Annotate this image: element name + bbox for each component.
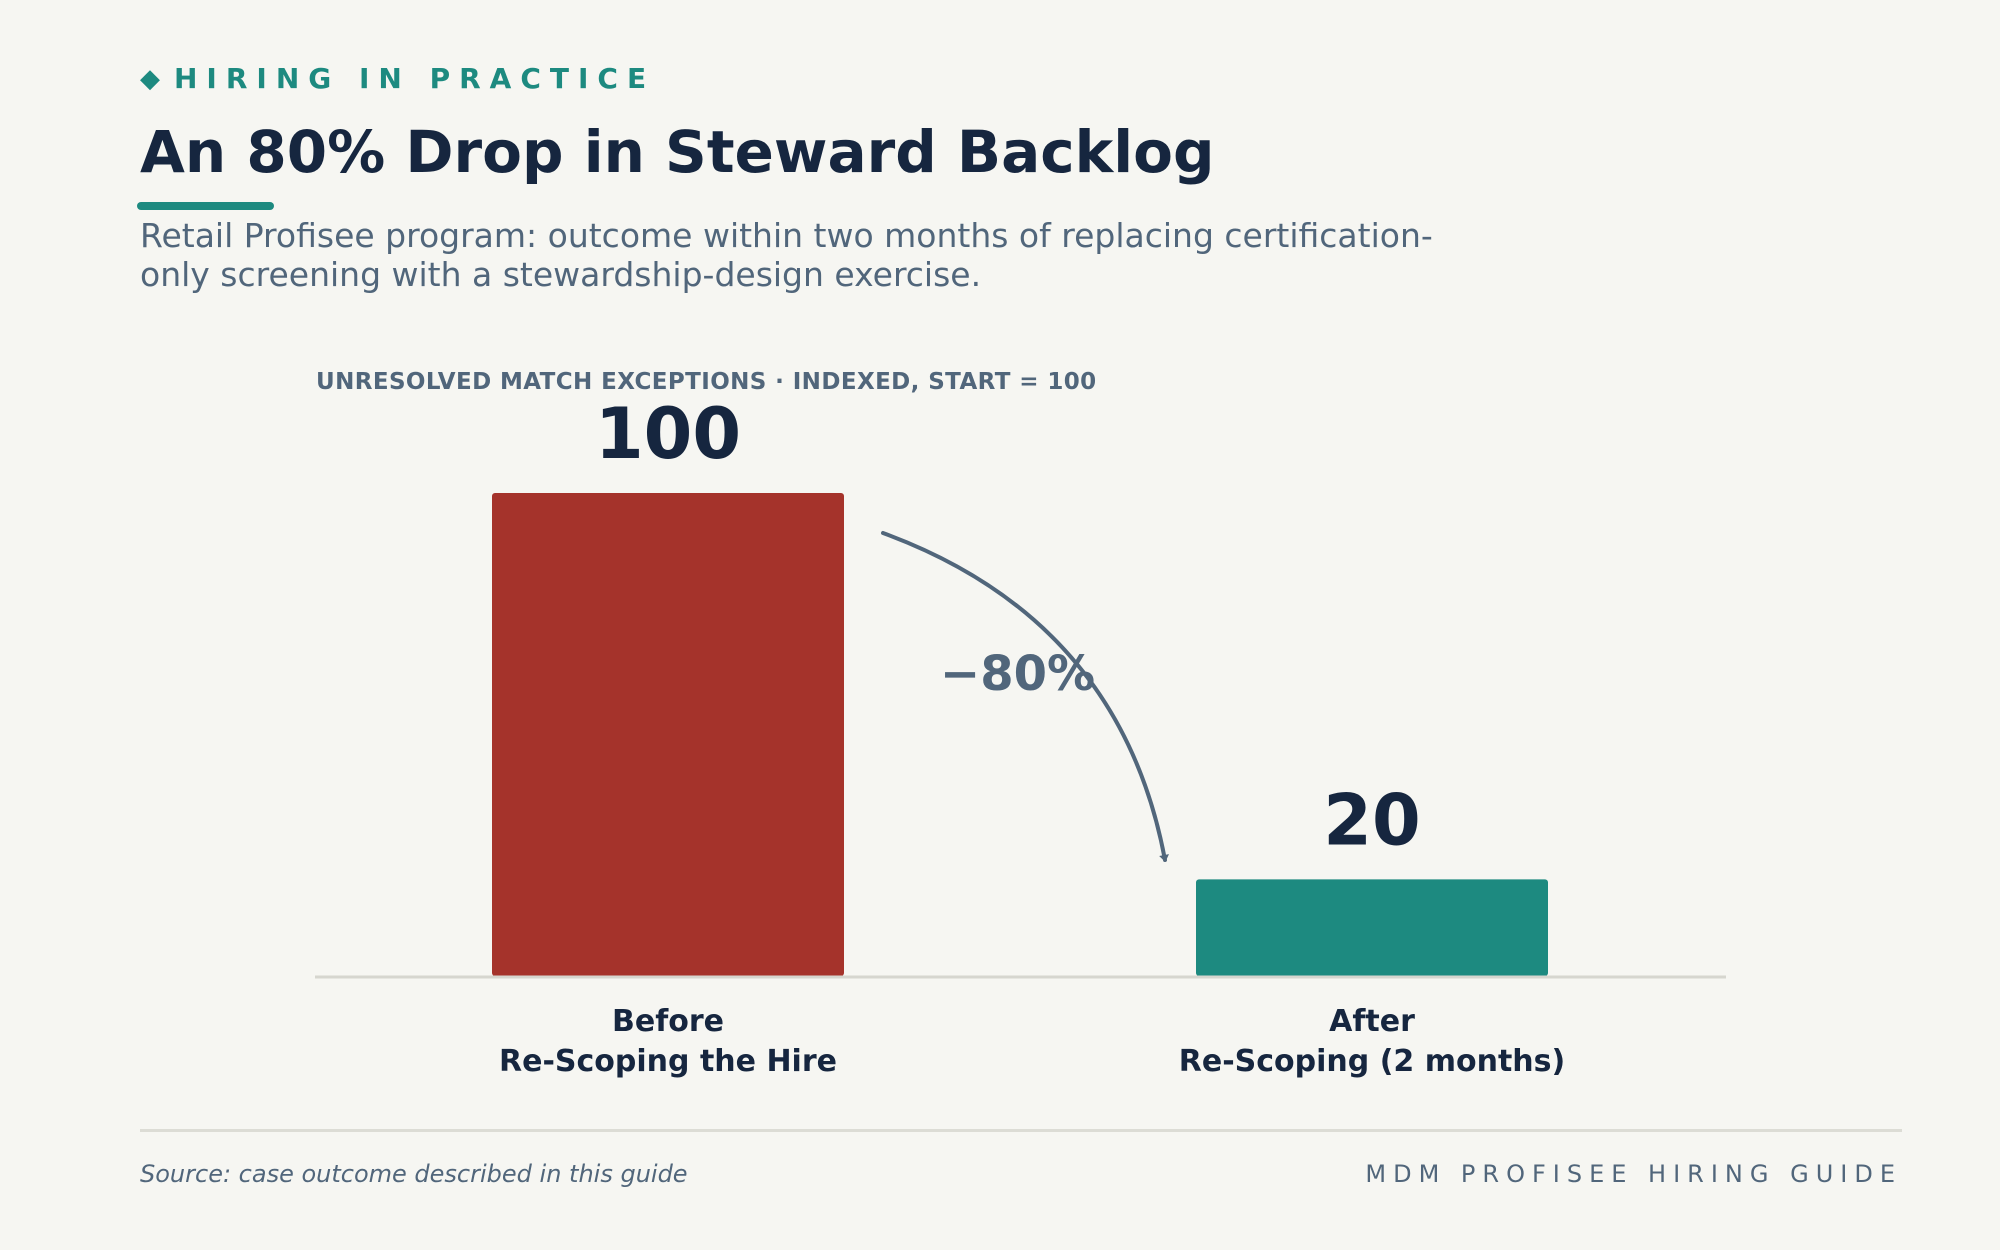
- bar-chart: UNRESOLVED MATCH EXCEPTIONS · INDEXED, S…: [315, 369, 1726, 1079]
- bar-before: [492, 493, 844, 976]
- value-label: 20: [1323, 779, 1420, 861]
- category-label: Before: [612, 1004, 724, 1039]
- category-label: After: [1329, 1004, 1415, 1039]
- footer-divider: [140, 1129, 1902, 1132]
- category-label: Re-Scoping the Hire: [499, 1044, 837, 1079]
- value-label: 100: [595, 393, 741, 475]
- page-subtitle: Retail Profisee program: outcome within …: [140, 216, 1433, 294]
- source-note: Source: case outcome described in this g…: [140, 1160, 688, 1188]
- decline-arrow: [881, 531, 1169, 862]
- chart-title: UNRESOLVED MATCH EXCEPTIONS · INDEXED, S…: [316, 369, 1097, 395]
- category-label: Re-Scoping (2 months): [1179, 1044, 1565, 1079]
- diamond-icon: ◆: [140, 63, 160, 94]
- bars-layer: 100 Before Re-Scoping the Hire 20 After Re-Sc…: [492, 393, 1565, 1079]
- brand-label: MDM PROFISEE HIRING GUIDE: [1365, 1160, 1902, 1188]
- page-title: An 80% Drop in Steward Backlog: [140, 118, 1215, 186]
- title-underline: [137, 202, 274, 210]
- kicker: ◆ HIRING IN PRACTICE: [140, 62, 655, 95]
- bar-after: [1196, 879, 1548, 976]
- change-annotation: −80%: [940, 646, 1095, 702]
- kicker-text: HIRING IN PRACTICE: [174, 62, 656, 95]
